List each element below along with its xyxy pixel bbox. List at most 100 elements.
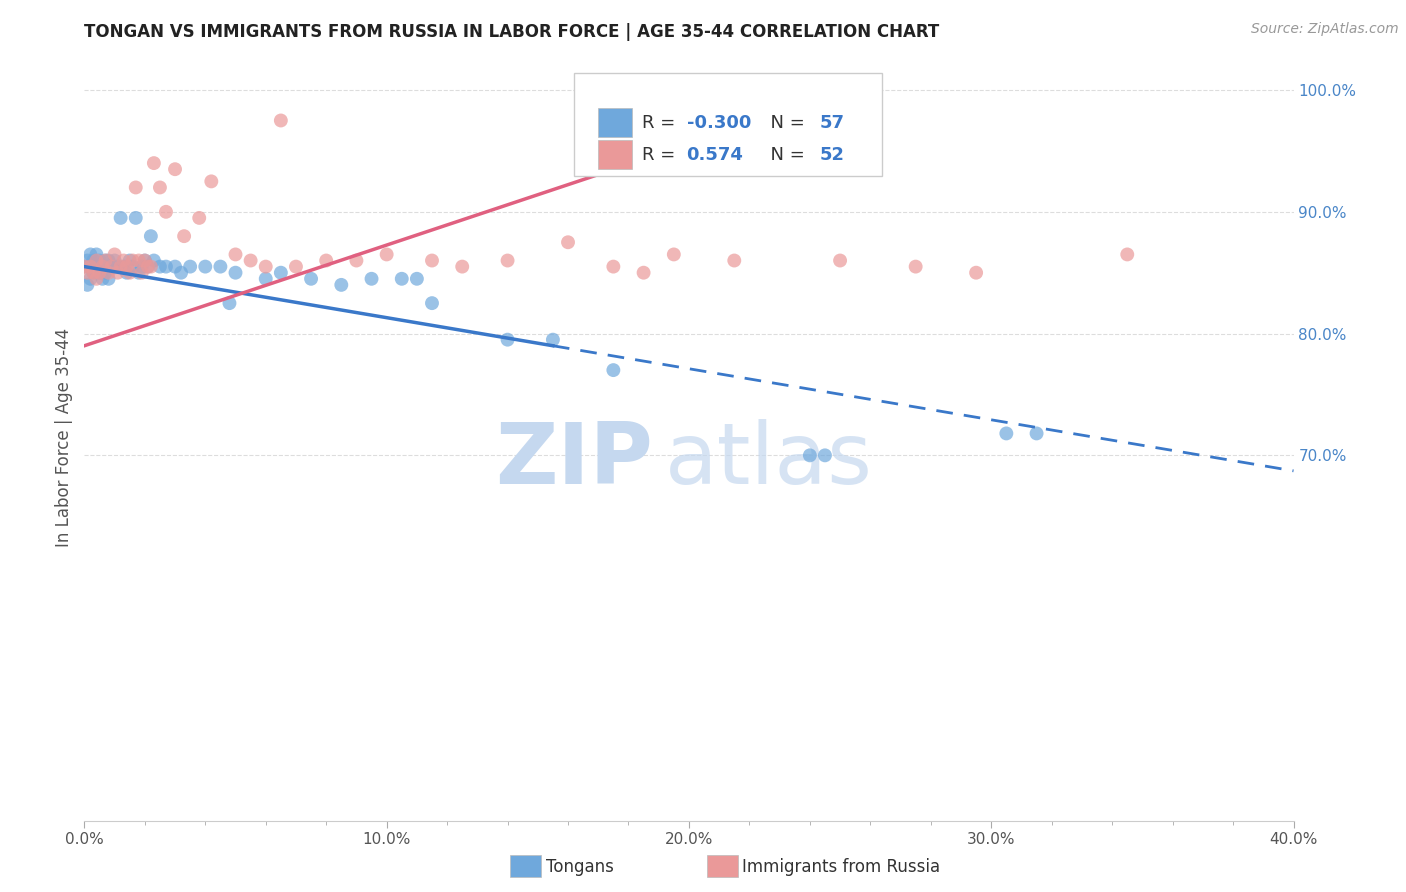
- Text: 52: 52: [820, 145, 845, 164]
- Point: [82, 266, 104, 280]
- Point: [139, 260, 162, 274]
- Text: R =: R =: [641, 145, 686, 164]
- Text: N =: N =: [759, 113, 811, 131]
- Point: [165, 162, 187, 177]
- Point: [254, 272, 277, 286]
- Point: [209, 260, 232, 274]
- Point: [270, 266, 292, 280]
- Point: [136, 260, 159, 274]
- Point: [121, 260, 143, 274]
- Point: [82, 266, 104, 280]
- Text: Source: ZipAtlas.com: Source: ZipAtlas.com: [1251, 22, 1399, 37]
- Point: [200, 174, 222, 188]
- Point: [375, 247, 398, 261]
- Point: [496, 253, 519, 268]
- Point: [859, 77, 882, 91]
- Point: [104, 253, 127, 268]
- Point: [97, 272, 120, 286]
- Point: [285, 260, 308, 274]
- Point: [94, 253, 117, 268]
- Point: [602, 260, 624, 274]
- Point: [110, 260, 132, 274]
- Text: -0.300: -0.300: [686, 113, 751, 131]
- Point: [541, 333, 564, 347]
- Point: [139, 229, 162, 244]
- Point: [79, 247, 101, 261]
- Point: [142, 253, 165, 268]
- Text: Tongans: Tongans: [546, 858, 613, 876]
- Point: [125, 180, 148, 194]
- Point: [100, 260, 122, 274]
- Point: [128, 266, 150, 280]
- Point: [91, 260, 114, 274]
- Point: [315, 253, 337, 268]
- Point: [496, 333, 519, 347]
- FancyBboxPatch shape: [599, 108, 633, 137]
- Point: [155, 204, 177, 219]
- Point: [155, 260, 177, 274]
- Point: [86, 272, 108, 286]
- Point: [125, 211, 148, 225]
- Point: [97, 266, 120, 280]
- Point: [239, 253, 262, 268]
- Point: [91, 260, 114, 274]
- Point: [86, 247, 108, 261]
- Point: [118, 266, 141, 280]
- Point: [1116, 247, 1139, 261]
- Point: [194, 260, 217, 274]
- Point: [299, 272, 322, 286]
- Text: R =: R =: [641, 113, 681, 131]
- Point: [76, 277, 98, 292]
- Point: [662, 247, 685, 261]
- Point: [134, 253, 156, 268]
- Point: [254, 260, 277, 274]
- Point: [136, 260, 159, 274]
- Point: [94, 253, 117, 268]
- Point: [107, 260, 129, 274]
- Point: [73, 260, 96, 274]
- Point: [104, 247, 127, 261]
- Point: [330, 277, 353, 292]
- Point: [134, 253, 156, 268]
- Point: [904, 260, 927, 274]
- Point: [89, 266, 111, 280]
- Point: [76, 266, 98, 280]
- FancyBboxPatch shape: [599, 140, 633, 169]
- Text: atlas: atlas: [665, 418, 873, 501]
- Point: [188, 211, 211, 225]
- Point: [131, 266, 153, 280]
- Point: [97, 253, 120, 268]
- Point: [142, 156, 165, 170]
- Point: [965, 266, 987, 280]
- Point: [94, 266, 117, 280]
- Point: [86, 253, 108, 268]
- Point: [91, 272, 114, 286]
- Point: [391, 272, 413, 286]
- Point: [89, 266, 111, 280]
- Point: [79, 260, 101, 274]
- Point: [79, 272, 101, 286]
- Text: ZIP: ZIP: [495, 418, 652, 501]
- Point: [149, 180, 172, 194]
- Point: [110, 211, 132, 225]
- Y-axis label: In Labor Force | Age 35-44: In Labor Force | Age 35-44: [55, 327, 73, 547]
- Point: [557, 235, 579, 250]
- Point: [89, 253, 111, 268]
- Point: [799, 448, 821, 462]
- Point: [115, 266, 138, 280]
- Point: [149, 260, 172, 274]
- Point: [602, 363, 624, 377]
- Point: [346, 253, 368, 268]
- Point: [420, 296, 443, 310]
- Point: [723, 253, 745, 268]
- Text: TONGAN VS IMMIGRANTS FROM RUSSIA IN LABOR FORCE | AGE 35-44 CORRELATION CHART: TONGAN VS IMMIGRANTS FROM RUSSIA IN LABO…: [84, 23, 939, 41]
- Text: Immigrants from Russia: Immigrants from Russia: [742, 858, 941, 876]
- Point: [131, 260, 153, 274]
- Text: 57: 57: [820, 113, 845, 131]
- Point: [225, 247, 247, 261]
- Text: N =: N =: [759, 145, 811, 164]
- Point: [121, 253, 143, 268]
- Point: [112, 253, 135, 268]
- Point: [128, 253, 150, 268]
- Point: [173, 229, 195, 244]
